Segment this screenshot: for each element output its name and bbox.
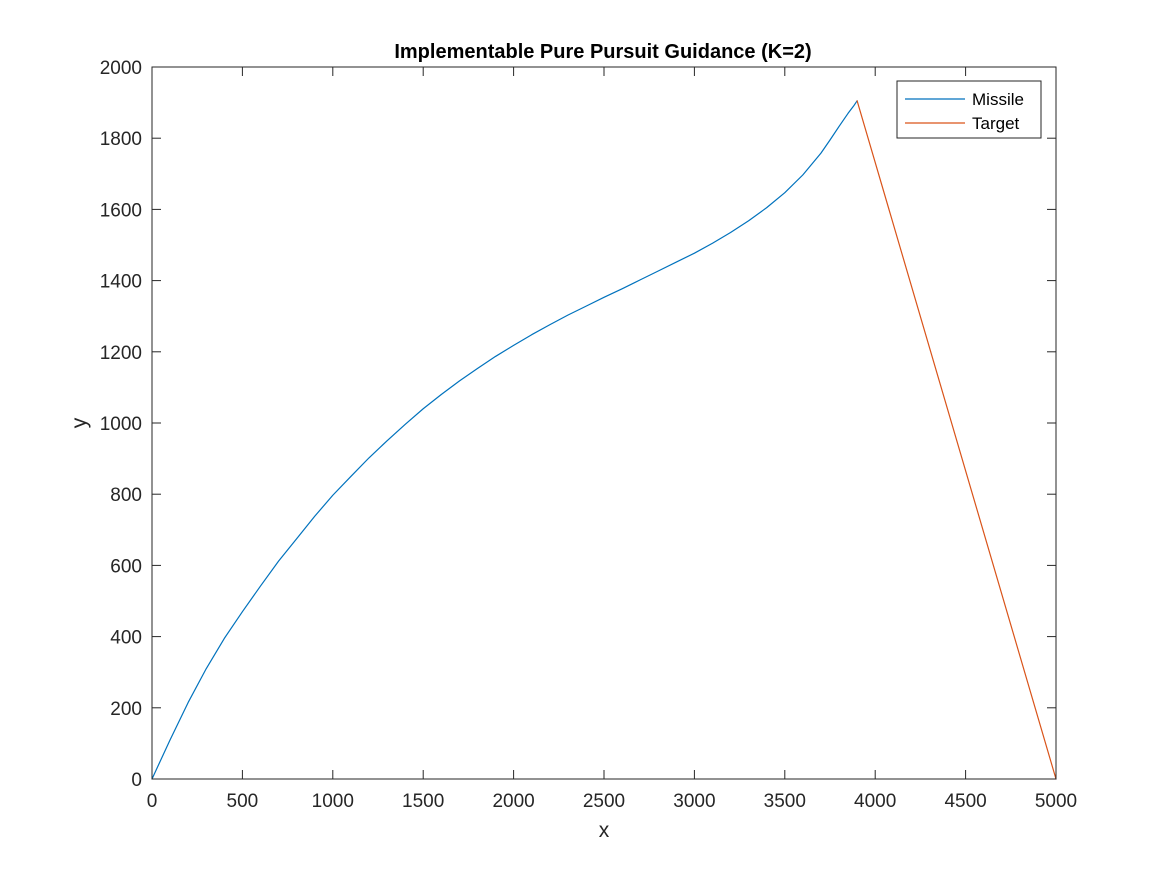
x-tick-label: 0 [147, 791, 158, 812]
y-tick-label: 0 [131, 770, 142, 791]
x-tick-label: 5000 [1035, 791, 1077, 812]
y-tick-label: 1000 [100, 414, 142, 435]
y-tick-label: 800 [110, 485, 142, 506]
x-tick-label: 4500 [944, 791, 986, 812]
legend: Missile Target [896, 80, 1042, 139]
x-tick-label: 3000 [673, 791, 715, 812]
y-tick-label: 600 [110, 556, 142, 577]
x-tick-label: 3500 [764, 791, 806, 812]
y-axis-ticks: 0 200 400 600 800 1000 1200 1400 1600 1800 2000 [100, 58, 1056, 791]
y-axis-label: y [68, 417, 91, 428]
series-line-missile [151, 100, 858, 780]
y-tick-label: 1200 [100, 343, 142, 364]
y-tick-label: 1400 [100, 272, 142, 293]
legend-label-missile: Missile [972, 90, 1024, 109]
series-line-target [856, 100, 1057, 780]
y-tick-label: 1600 [100, 200, 142, 221]
x-axis-label: x [599, 819, 610, 842]
y-tick-label: 1800 [100, 129, 142, 150]
x-tick-label: 4000 [854, 791, 896, 812]
x-tick-label: 2500 [583, 791, 625, 812]
chart-title: Implementable Pure Pursuit Guidance (K=2… [394, 41, 811, 63]
y-tick-label: 400 [110, 628, 142, 649]
x-tick-label: 1000 [312, 791, 354, 812]
x-tick-label: 500 [227, 791, 259, 812]
x-tick-label: 2000 [492, 791, 534, 812]
legend-label-target: Target [972, 114, 1020, 133]
plot-area: 0 500 1000 1500 2000 2500 3000 3500 4000 4500 5000… [100, 58, 1077, 812]
x-axis-ticks: 0 500 1000 1500 2000 2500 3000 3500 4000 4500 5000 [147, 67, 1077, 812]
y-tick-label: 200 [110, 699, 142, 720]
series-layer [151, 100, 1057, 780]
legend-box [896, 80, 1042, 139]
x-tick-label: 1500 [402, 791, 444, 812]
y-tick-label: 2000 [100, 58, 142, 79]
